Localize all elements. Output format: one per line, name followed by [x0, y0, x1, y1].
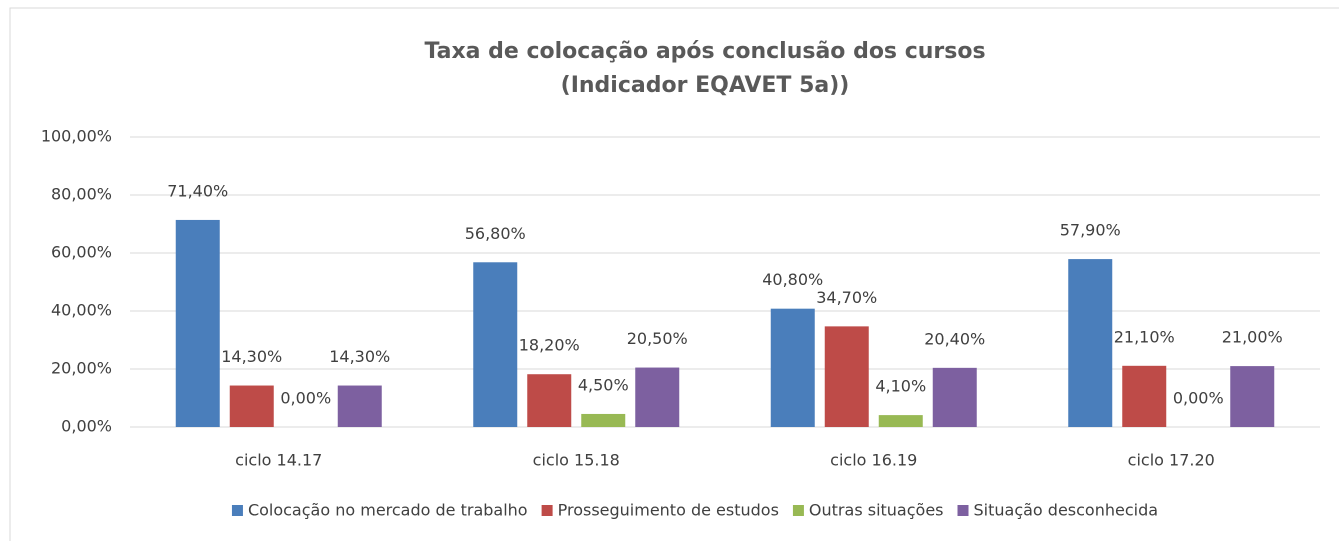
- chart-title: Taxa de colocação após conclusão dos cur…: [424, 39, 985, 64]
- bar: [878, 415, 923, 427]
- bar: [581, 413, 626, 427]
- bar: [527, 374, 572, 427]
- bar: [337, 385, 382, 427]
- value-label: 34,70%: [816, 288, 877, 307]
- x-tick-label: ciclo 14.17: [235, 451, 322, 470]
- value-label: 20,40%: [924, 329, 985, 348]
- y-tick-label: 40,00%: [51, 301, 112, 320]
- bar: [1230, 366, 1275, 427]
- value-label: 21,10%: [1114, 327, 1175, 346]
- bar: [1122, 365, 1167, 427]
- legend-label: Situação desconhecida: [974, 501, 1159, 520]
- value-label: 71,40%: [167, 181, 228, 200]
- legend-label: Prosseguimento de estudos: [558, 501, 779, 520]
- bar: [229, 385, 274, 427]
- chart-title: (Indicador EQAVET 5a)): [561, 73, 850, 98]
- y-tick-label: 100,00%: [41, 127, 112, 146]
- value-label: 21,00%: [1222, 328, 1283, 347]
- value-label: 14,30%: [221, 347, 282, 366]
- chart-border: [9, 7, 1339, 541]
- x-tick-label: ciclo 16.19: [830, 451, 917, 470]
- value-label: 0,00%: [280, 389, 331, 408]
- value-label: 20,50%: [627, 329, 688, 348]
- legend-swatch: [957, 505, 969, 516]
- value-label: 4,50%: [578, 375, 629, 394]
- value-label: 18,20%: [519, 336, 580, 355]
- bar: [770, 308, 815, 427]
- bar: [473, 262, 518, 427]
- bar: [824, 326, 869, 427]
- x-tick-label: ciclo 17.20: [1128, 451, 1215, 470]
- legend-label: Colocação no mercado de trabalho: [248, 501, 528, 520]
- y-tick-label: 80,00%: [51, 185, 112, 204]
- value-label: 0,00%: [1173, 389, 1224, 408]
- x-tick-label: ciclo 15.18: [533, 451, 620, 470]
- bar: [932, 367, 977, 427]
- bar: [175, 219, 220, 427]
- y-tick-label: 0,00%: [61, 417, 112, 436]
- legend-swatch: [792, 505, 804, 516]
- bar: [1068, 259, 1113, 427]
- legend-swatch: [231, 505, 243, 516]
- legend-swatch: [541, 505, 553, 516]
- bar: [635, 367, 680, 427]
- y-tick-label: 20,00%: [51, 359, 112, 378]
- value-label: 56,80%: [465, 224, 526, 243]
- value-label: 4,10%: [875, 377, 926, 396]
- y-tick-label: 60,00%: [51, 243, 112, 262]
- value-label: 40,80%: [762, 270, 823, 289]
- value-label: 57,90%: [1060, 221, 1121, 240]
- legend-label: Outras situações: [809, 501, 944, 520]
- value-label: 14,30%: [329, 347, 390, 366]
